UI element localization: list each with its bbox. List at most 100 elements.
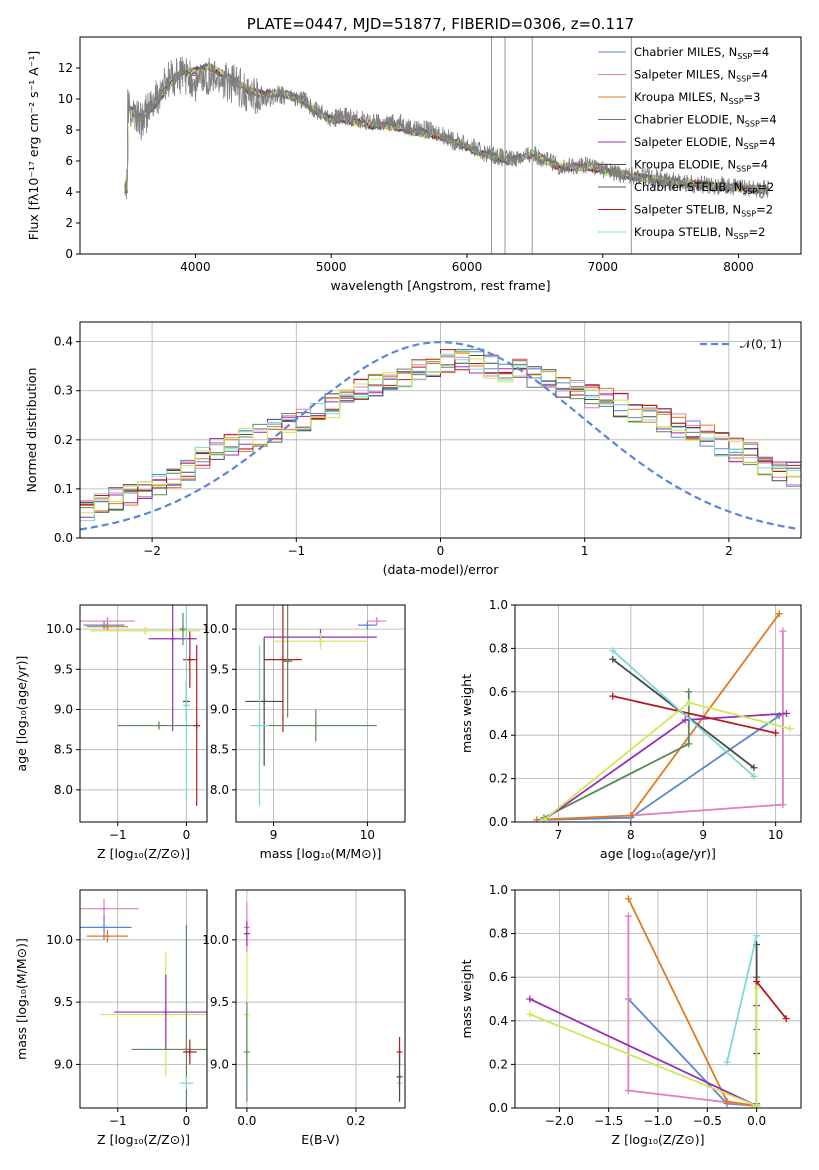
y-tick-label: 10.0 — [46, 933, 73, 947]
point-marker — [609, 692, 617, 700]
point-marker — [681, 716, 689, 724]
x-axis-label: wavelength [Angstrom, rest frame] — [330, 278, 550, 293]
plot-area-age_vs_mass — [245, 605, 387, 806]
y-axis-label: Normed distribution — [24, 368, 39, 493]
point-marker — [627, 811, 635, 819]
mass-weight-line — [543, 691, 690, 819]
point-marker — [779, 801, 787, 809]
x-axis-label: Z [log₁₀(Z/Z⊙)] — [97, 1132, 190, 1147]
legend-label: Chabrier STELIB, NSSP=2 — [634, 180, 774, 196]
errorbar-point — [182, 609, 190, 802]
residual-histogram-step — [80, 352, 801, 512]
y-tick-label: 9.5 — [210, 662, 229, 676]
y-axis-label: age [log₁₀(age/yr)] — [14, 656, 29, 772]
point-marker — [624, 912, 632, 920]
x-tick-label: −1.5 — [594, 1114, 623, 1128]
errorbar-point — [273, 633, 368, 650]
point-marker — [162, 1009, 169, 1016]
y-tick-label: 0.4 — [54, 335, 73, 349]
plot-area-age_vs_Z — [80, 605, 201, 806]
axes-age_vs_Z: −1 0 8.0 8.5 9.0 9.5 10.0 Z [log₁₀(Z/Z⊙)] age [l… — [14, 604, 208, 861]
x-tick-label: −1 — [109, 1114, 127, 1128]
mass-weight-line — [529, 988, 758, 1108]
plot-area-spectrum — [124, 37, 769, 254]
point-marker — [396, 1073, 403, 1080]
point-marker — [261, 698, 268, 705]
y-tick-label: 10.0 — [202, 933, 229, 947]
point-marker — [183, 702, 190, 709]
point-marker — [169, 635, 176, 642]
errorbar-point — [367, 617, 387, 626]
legend: 𝒩(0, 1) — [700, 337, 782, 351]
point-marker — [786, 725, 794, 733]
axes-mass_vs_EBV: 0.0 0.2 9.0 9.5 10.0 E(B-V) — [202, 889, 406, 1147]
axes-weight_vs_Z: −2.0 −1.5 −1.0 −0.5 0.0 0.0 0.2 0.4 0.6 0.8 1.0 Z [… — [459, 883, 802, 1147]
point-marker — [279, 656, 286, 663]
y-tick-label: 12 — [58, 61, 73, 75]
point-marker — [104, 623, 111, 630]
x-tick-label: −0.5 — [693, 1114, 722, 1128]
x-tick-label: 7 — [555, 828, 563, 842]
point-marker — [779, 627, 787, 635]
legend-label: Chabrier MILES, NSSP=4 — [634, 45, 769, 61]
point-marker — [142, 627, 149, 634]
point-marker — [533, 816, 541, 822]
y-tick-label: 4 — [65, 185, 73, 199]
point-marker — [624, 1087, 632, 1095]
errorbar-point — [243, 1002, 250, 1102]
errorbar-point — [90, 626, 201, 635]
errorbar-point — [179, 1076, 194, 1090]
point-marker — [753, 1102, 761, 1108]
errorbar-point — [114, 974, 207, 1050]
point-marker — [685, 688, 693, 696]
x-tick-label: 7000 — [587, 260, 618, 274]
y-tick-label: 10.0 — [46, 622, 73, 636]
mass-weight-line — [543, 712, 787, 821]
legend-label: Kroupa STELIB, NSSP=2 — [634, 225, 765, 241]
x-tick-label: 0 — [183, 1114, 191, 1128]
point-marker — [750, 772, 758, 780]
point-marker — [609, 647, 617, 655]
x-tick-label: 10 — [768, 828, 783, 842]
point-marker — [364, 622, 371, 629]
x-tick-label: 10 — [360, 828, 375, 842]
errorbar-point — [243, 921, 250, 947]
point-marker — [753, 932, 761, 940]
axes-weight_vs_age: 7 8 9 10 0.0 0.2 0.4 0.6 0.8 1.0 age [log₁₀(age/yr… — [459, 598, 802, 861]
y-tick-label: 8.0 — [54, 783, 73, 797]
x-tick-label: 8 — [627, 828, 635, 842]
x-tick-label: −2.0 — [545, 1114, 574, 1128]
point-marker — [186, 656, 193, 663]
y-tick-label: 0.6 — [489, 970, 508, 984]
mass-weight-line — [543, 701, 791, 821]
normal-distribution-curve — [80, 341, 799, 531]
y-tick-label: 0.1 — [54, 482, 73, 496]
y-tick-label: 1.0 — [489, 598, 508, 612]
residual-histogram-step — [80, 348, 801, 511]
y-tick-label: 9.0 — [210, 1057, 229, 1071]
y-tick-label: 0.3 — [54, 384, 73, 398]
mass-weight-line — [755, 981, 787, 1020]
point-marker — [526, 995, 534, 1003]
y-tick-label: 0.2 — [489, 1057, 508, 1071]
legend-label: Chabrier ELODIE, NSSP=4 — [634, 113, 777, 129]
point-marker — [775, 610, 783, 618]
point-marker — [284, 658, 291, 665]
point-marker — [723, 1097, 731, 1105]
y-tick-label: 8 — [65, 123, 73, 137]
legend: Chabrier MILES, NSSP=4 Salpeter MILES, NS… — [598, 45, 777, 241]
mass-weight-line — [630, 631, 784, 817]
point-marker — [750, 764, 758, 772]
x-tick-label: 4000 — [180, 260, 211, 274]
point-marker — [783, 710, 791, 717]
model-spectrum-line — [124, 65, 769, 194]
errorbar-point — [182, 1039, 197, 1065]
errorbar-point — [282, 605, 293, 718]
y-tick-label: 0.0 — [489, 815, 508, 829]
point-marker — [624, 895, 632, 903]
point-marker — [373, 618, 380, 625]
y-tick-label: 8.0 — [210, 783, 229, 797]
model-spectrum-line — [124, 65, 769, 193]
point-marker — [243, 1048, 250, 1055]
y-tick-label: 10.0 — [202, 622, 229, 636]
